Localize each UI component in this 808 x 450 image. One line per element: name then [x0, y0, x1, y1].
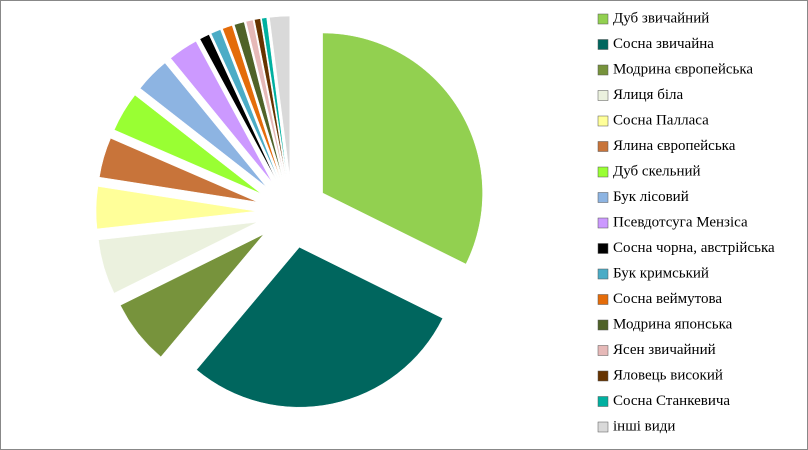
pie-slice — [95, 186, 257, 230]
legend-swatch — [597, 115, 609, 127]
pie-slice — [170, 40, 273, 183]
legend-swatch — [597, 268, 609, 280]
legend-swatch — [597, 64, 609, 76]
pie-slice — [210, 29, 279, 179]
legend-swatch — [597, 319, 609, 331]
legend-label: Сосна Станкевича — [613, 393, 730, 409]
pie-slice — [113, 94, 262, 194]
legend-label: Ялиця біла — [613, 87, 683, 103]
pie-slice — [222, 25, 281, 179]
legend-label: Сосна веймутова — [613, 291, 722, 307]
pie-slice — [254, 18, 286, 177]
pie-slice — [322, 32, 483, 265]
legend-swatch — [597, 39, 609, 50]
pie-slice — [139, 62, 267, 188]
legend-swatch — [597, 13, 609, 25]
legend-swatch — [597, 192, 609, 203]
legend-label: Дуб звичайний — [613, 10, 709, 26]
legend-swatch — [597, 345, 609, 356]
pie-slice — [269, 15, 290, 177]
legend-swatch — [597, 370, 609, 382]
legend-swatch — [597, 421, 609, 433]
pie-slice — [199, 34, 277, 180]
pie-slice — [233, 21, 283, 178]
legend-swatch — [597, 243, 609, 254]
pie-slice — [245, 19, 285, 177]
legend-swatch — [597, 396, 609, 407]
legend-swatch — [597, 217, 609, 229]
pie-slice — [196, 246, 444, 408]
legend-label: Модрина європейська — [613, 61, 753, 77]
legend-swatch — [597, 141, 609, 152]
legend-label: Сосна чорна, австрійська — [613, 240, 775, 256]
legend-label: Модрина японська — [613, 316, 733, 332]
legend-label: Бук кримський — [613, 265, 709, 281]
legend-label: Ясен звичайний — [613, 342, 716, 358]
legend-swatch — [597, 90, 609, 101]
legend-label: Сосна Палласа — [613, 112, 709, 128]
legend-label: Сосна звичайна — [613, 36, 714, 52]
legend-label: інші види — [613, 418, 675, 434]
legend-label: Дуб скельний — [613, 163, 701, 179]
legend-swatch — [597, 166, 609, 178]
pie-slice — [99, 137, 258, 203]
legend-label: Ялина європейська — [613, 138, 736, 154]
pie-slice — [98, 221, 258, 294]
legend-label: Псевдотсуга Мензіса — [613, 214, 748, 230]
pie-slice — [261, 17, 288, 177]
legend-label: Бук лісовий — [613, 189, 689, 205]
legend-swatch — [597, 294, 609, 305]
legend-label: Яловець високий — [613, 367, 723, 383]
pie-slice — [120, 234, 264, 358]
